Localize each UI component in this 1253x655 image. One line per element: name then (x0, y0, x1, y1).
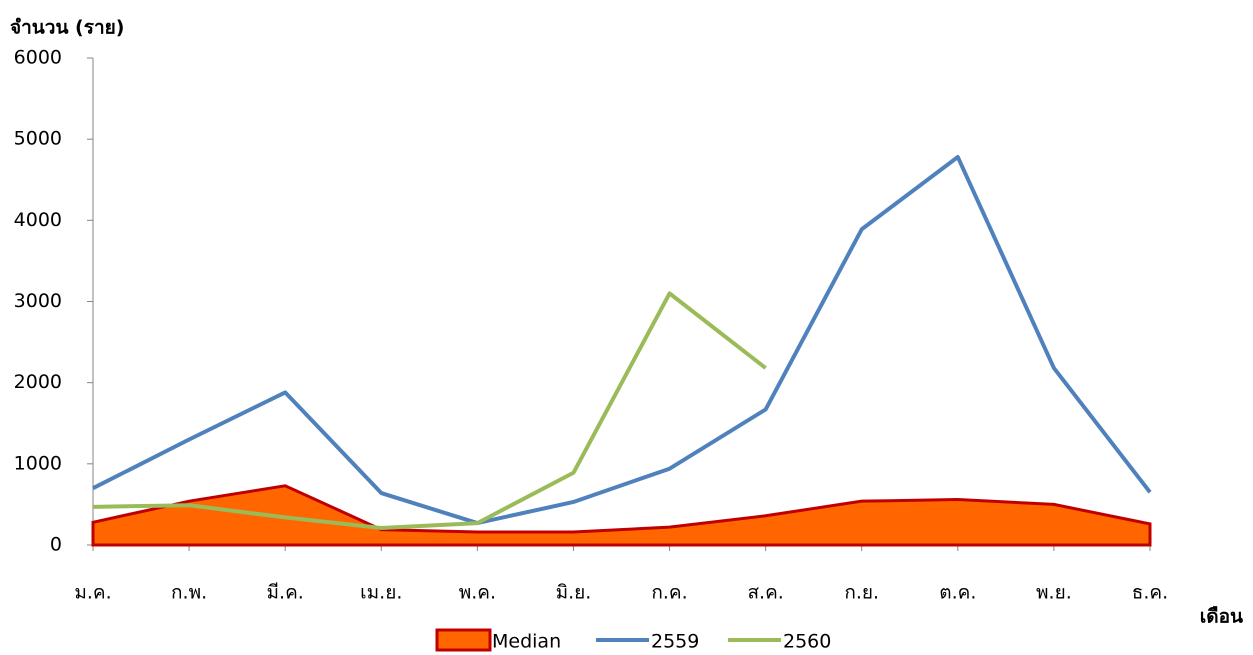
x-tick-label: ก.ย. (844, 582, 879, 604)
line (92, 291, 767, 530)
line (92, 155, 1152, 526)
y-tick-label: 3000 (14, 290, 62, 312)
y-tick-label: 0 (50, 534, 62, 556)
x-tick-label: ต.ค. (939, 582, 976, 604)
area (91, 484, 1152, 547)
x-axis-title: เดือน (1200, 606, 1243, 628)
legend-label: 2559 (651, 631, 699, 653)
y-tick-label: 5000 (14, 128, 62, 150)
legend-label: Median (492, 631, 561, 653)
legend-swatch (435, 628, 492, 652)
y-tick-label: 6000 (14, 47, 62, 69)
x-tick-label: มิ.ย. (556, 582, 592, 604)
x-tick-label: ส.ค. (747, 582, 783, 604)
x-tick-label: ธ.ค. (1132, 582, 1168, 604)
y-tick-label: 1000 (14, 452, 62, 474)
x-tick-label: ม.ค. (74, 582, 111, 604)
y-tick-label: 4000 (14, 209, 62, 231)
y-axis-title: จำนวน (ราย) (10, 17, 124, 39)
x-tick-label: มี.ค. (267, 582, 304, 604)
legend-label: 2560 (783, 631, 831, 653)
x-tick-label: ก.พ. (171, 582, 207, 604)
x-tick-label: เม.ย. (360, 582, 402, 604)
x-tick-label: พ.ย. (1036, 582, 1072, 604)
y-tick-label: 2000 (14, 371, 62, 393)
x-tick-label: ก.ค. (651, 582, 687, 604)
x-tick-label: พ.ค. (459, 582, 496, 604)
